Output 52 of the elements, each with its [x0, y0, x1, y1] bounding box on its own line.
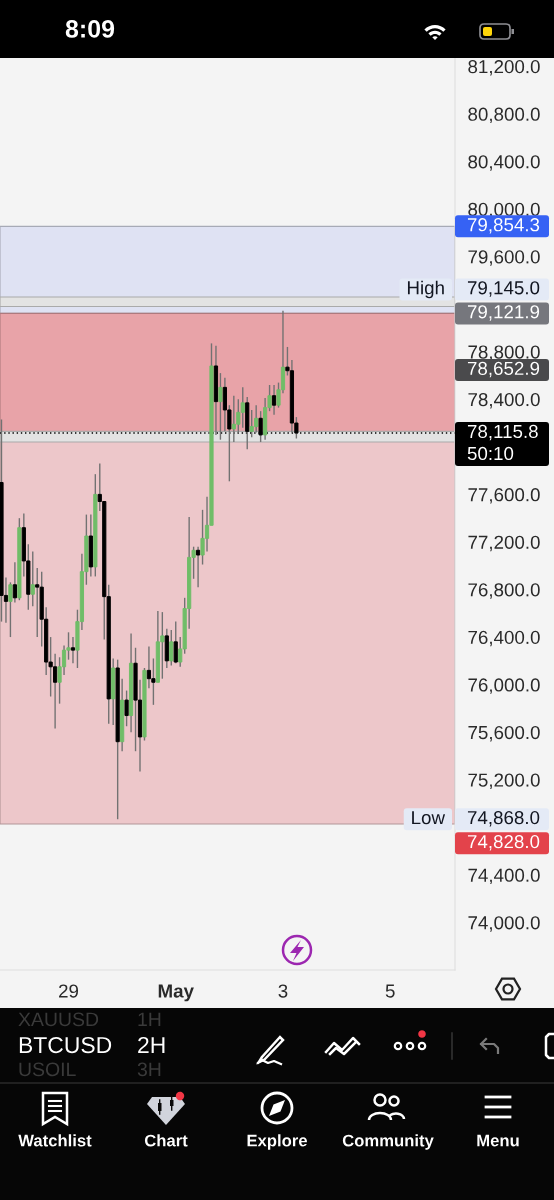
- y-tick-label: 78,400.0: [468, 392, 540, 409]
- candlestick: [12, 561, 17, 604]
- annotation: High: [407, 280, 444, 299]
- candlestick: [271, 384, 277, 416]
- y-tick-label: 81,200.0: [468, 60, 540, 76]
- y-tick-label: 78,800.0: [468, 345, 540, 361]
- x-tick-label: 3: [278, 984, 288, 998]
- y-tick-label: 76,000.0: [468, 678, 540, 694]
- y-tick-label: 77,200.0: [468, 535, 540, 552]
- candlestick: [30, 550, 35, 607]
- y-tick-label: 79,600.0: [468, 250, 540, 266]
- y-tick-label: 76,800.0: [468, 583, 540, 599]
- text: Watchlist: [18, 1134, 92, 1147]
- x-tick-label: May: [158, 984, 194, 1002]
- text: 79,145.0: [467, 281, 540, 297]
- text: Chart: [144, 1134, 188, 1147]
- candlestick: [240, 386, 245, 429]
- y-tick-label: 80,400.0: [468, 155, 540, 171]
- y-tick-label: 80,000.0: [468, 202, 540, 219]
- text: 50:10: [467, 446, 514, 461]
- text: 8:09: [65, 20, 115, 38]
- annotation: Low: [412, 811, 446, 825]
- band-label: 79,121.9: [467, 305, 540, 321]
- y-tick-label: 74,400.0: [468, 868, 540, 885]
- y-tick-label: 80,800.0: [468, 107, 540, 124]
- candlestick: [146, 645, 152, 689]
- candlestick: [70, 636, 76, 664]
- candlestick: [195, 546, 201, 588]
- y-tick-label: 74,000.0: [468, 916, 540, 932]
- text: Menu: [477, 1134, 519, 1147]
- text: 78,652.9: [467, 361, 540, 378]
- y-tick-label: 77,600.0: [468, 488, 540, 504]
- text: BTCUSD: [19, 1036, 112, 1054]
- text: Explore: [247, 1134, 307, 1150]
- band-label: 79,854.3: [467, 218, 540, 234]
- text: Community: [342, 1134, 434, 1150]
- candlestick: [35, 567, 40, 638]
- candlestick: [169, 629, 174, 667]
- text: 74,868.0: [467, 810, 540, 827]
- y-tick-label: 76,400.0: [468, 630, 540, 647]
- x-tick-label: 5: [385, 984, 395, 998]
- y-tick-label: 75,200.0: [468, 773, 540, 789]
- candlestick: [124, 689, 129, 727]
- y-tick-label: 75,600.0: [468, 725, 540, 742]
- band-label: 74,828.0: [467, 834, 540, 851]
- candlestick: [249, 409, 254, 439]
- candlestick: [218, 372, 223, 441]
- x-tick-label: 29: [59, 984, 79, 998]
- text: 2H: [138, 1036, 165, 1053]
- candlestick: [160, 611, 165, 680]
- ref-line-label: 78,115.8: [467, 424, 538, 441]
- candlestick: [173, 620, 178, 664]
